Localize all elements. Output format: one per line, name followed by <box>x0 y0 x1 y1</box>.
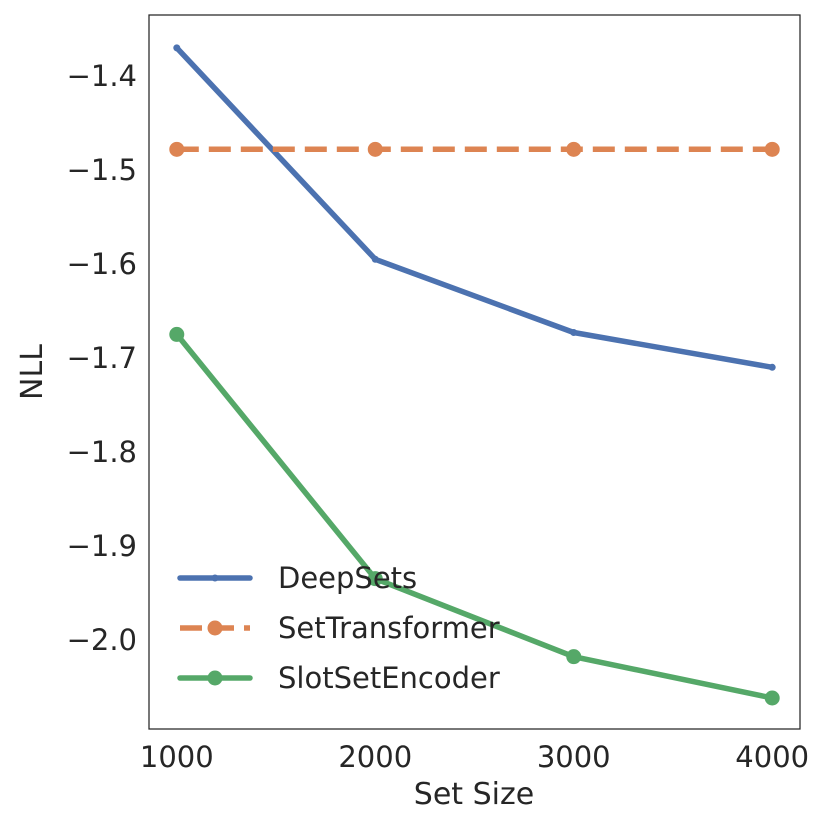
data-point-deepsets-0 <box>173 44 181 52</box>
y-tick-label: −1.7 <box>67 341 137 375</box>
x-tick-label: 4000 <box>735 740 809 774</box>
legend-label-slotsetencoder: SlotSetEncoder <box>278 661 500 695</box>
x-tick-label: 3000 <box>537 740 611 774</box>
legend-marker-settransformer <box>207 620 223 636</box>
data-point-slotsetencoder-1 <box>367 571 383 587</box>
plot-frame <box>148 14 801 730</box>
x-tick-labels: 1000 2000 3000 4000 <box>140 740 809 774</box>
data-point-deepsets-3 <box>768 363 776 371</box>
x-axis-label: Set Size <box>414 777 534 812</box>
y-tick-label: −1.8 <box>67 435 137 469</box>
data-point-settransformer-0 <box>169 141 185 157</box>
data-point-slotsetencoder-3 <box>764 690 780 706</box>
y-tick-labels: −1.4 −1.5 −1.6 −1.7 −1.8 −1.9 −2.0 <box>67 59 137 657</box>
data-point-deepsets-2 <box>570 329 578 337</box>
data-point-settransformer-3 <box>764 141 780 157</box>
data-point-settransformer-1 <box>367 141 383 157</box>
legend-label-settransformer: SetTransformer <box>278 611 500 645</box>
series-line-slotsetencoder <box>174 331 775 701</box>
y-tick-label: −1.6 <box>67 247 137 281</box>
legend-marker-deepsets <box>211 574 219 582</box>
data-point-deepsets-1 <box>371 255 379 263</box>
data-point-settransformer-2 <box>566 141 582 157</box>
y-tick-label: −2.0 <box>67 623 137 657</box>
x-tick-label: 2000 <box>338 740 412 774</box>
legend-marker-slotsetencoder <box>207 670 223 686</box>
series-line-deepsets <box>174 45 775 371</box>
y-axis-label: NLL <box>15 344 50 400</box>
data-point-slotsetencoder-0 <box>169 326 185 342</box>
y-tick-label: −1.9 <box>67 529 137 563</box>
legend-label-deepsets: DeepSets <box>278 561 417 595</box>
legend: DeepSets SetTransformer SlotSetEncoder <box>177 561 500 695</box>
y-tick-label: −1.5 <box>67 153 137 187</box>
y-tick-label: −1.4 <box>67 59 137 93</box>
series-layer <box>169 44 780 706</box>
data-point-slotsetencoder-2 <box>566 649 582 665</box>
x-tick-label: 1000 <box>140 740 214 774</box>
